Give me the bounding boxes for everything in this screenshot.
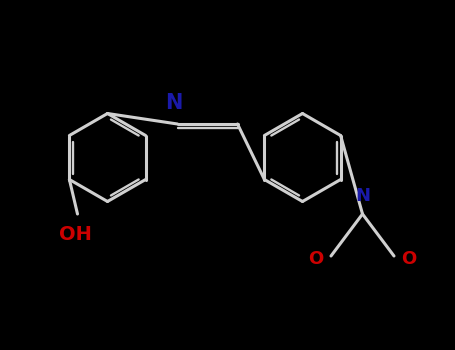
Text: O: O [401, 250, 417, 267]
Text: O: O [308, 250, 324, 267]
Text: OH: OH [59, 225, 91, 244]
Text: N: N [165, 93, 182, 113]
Text: N: N [355, 187, 370, 205]
